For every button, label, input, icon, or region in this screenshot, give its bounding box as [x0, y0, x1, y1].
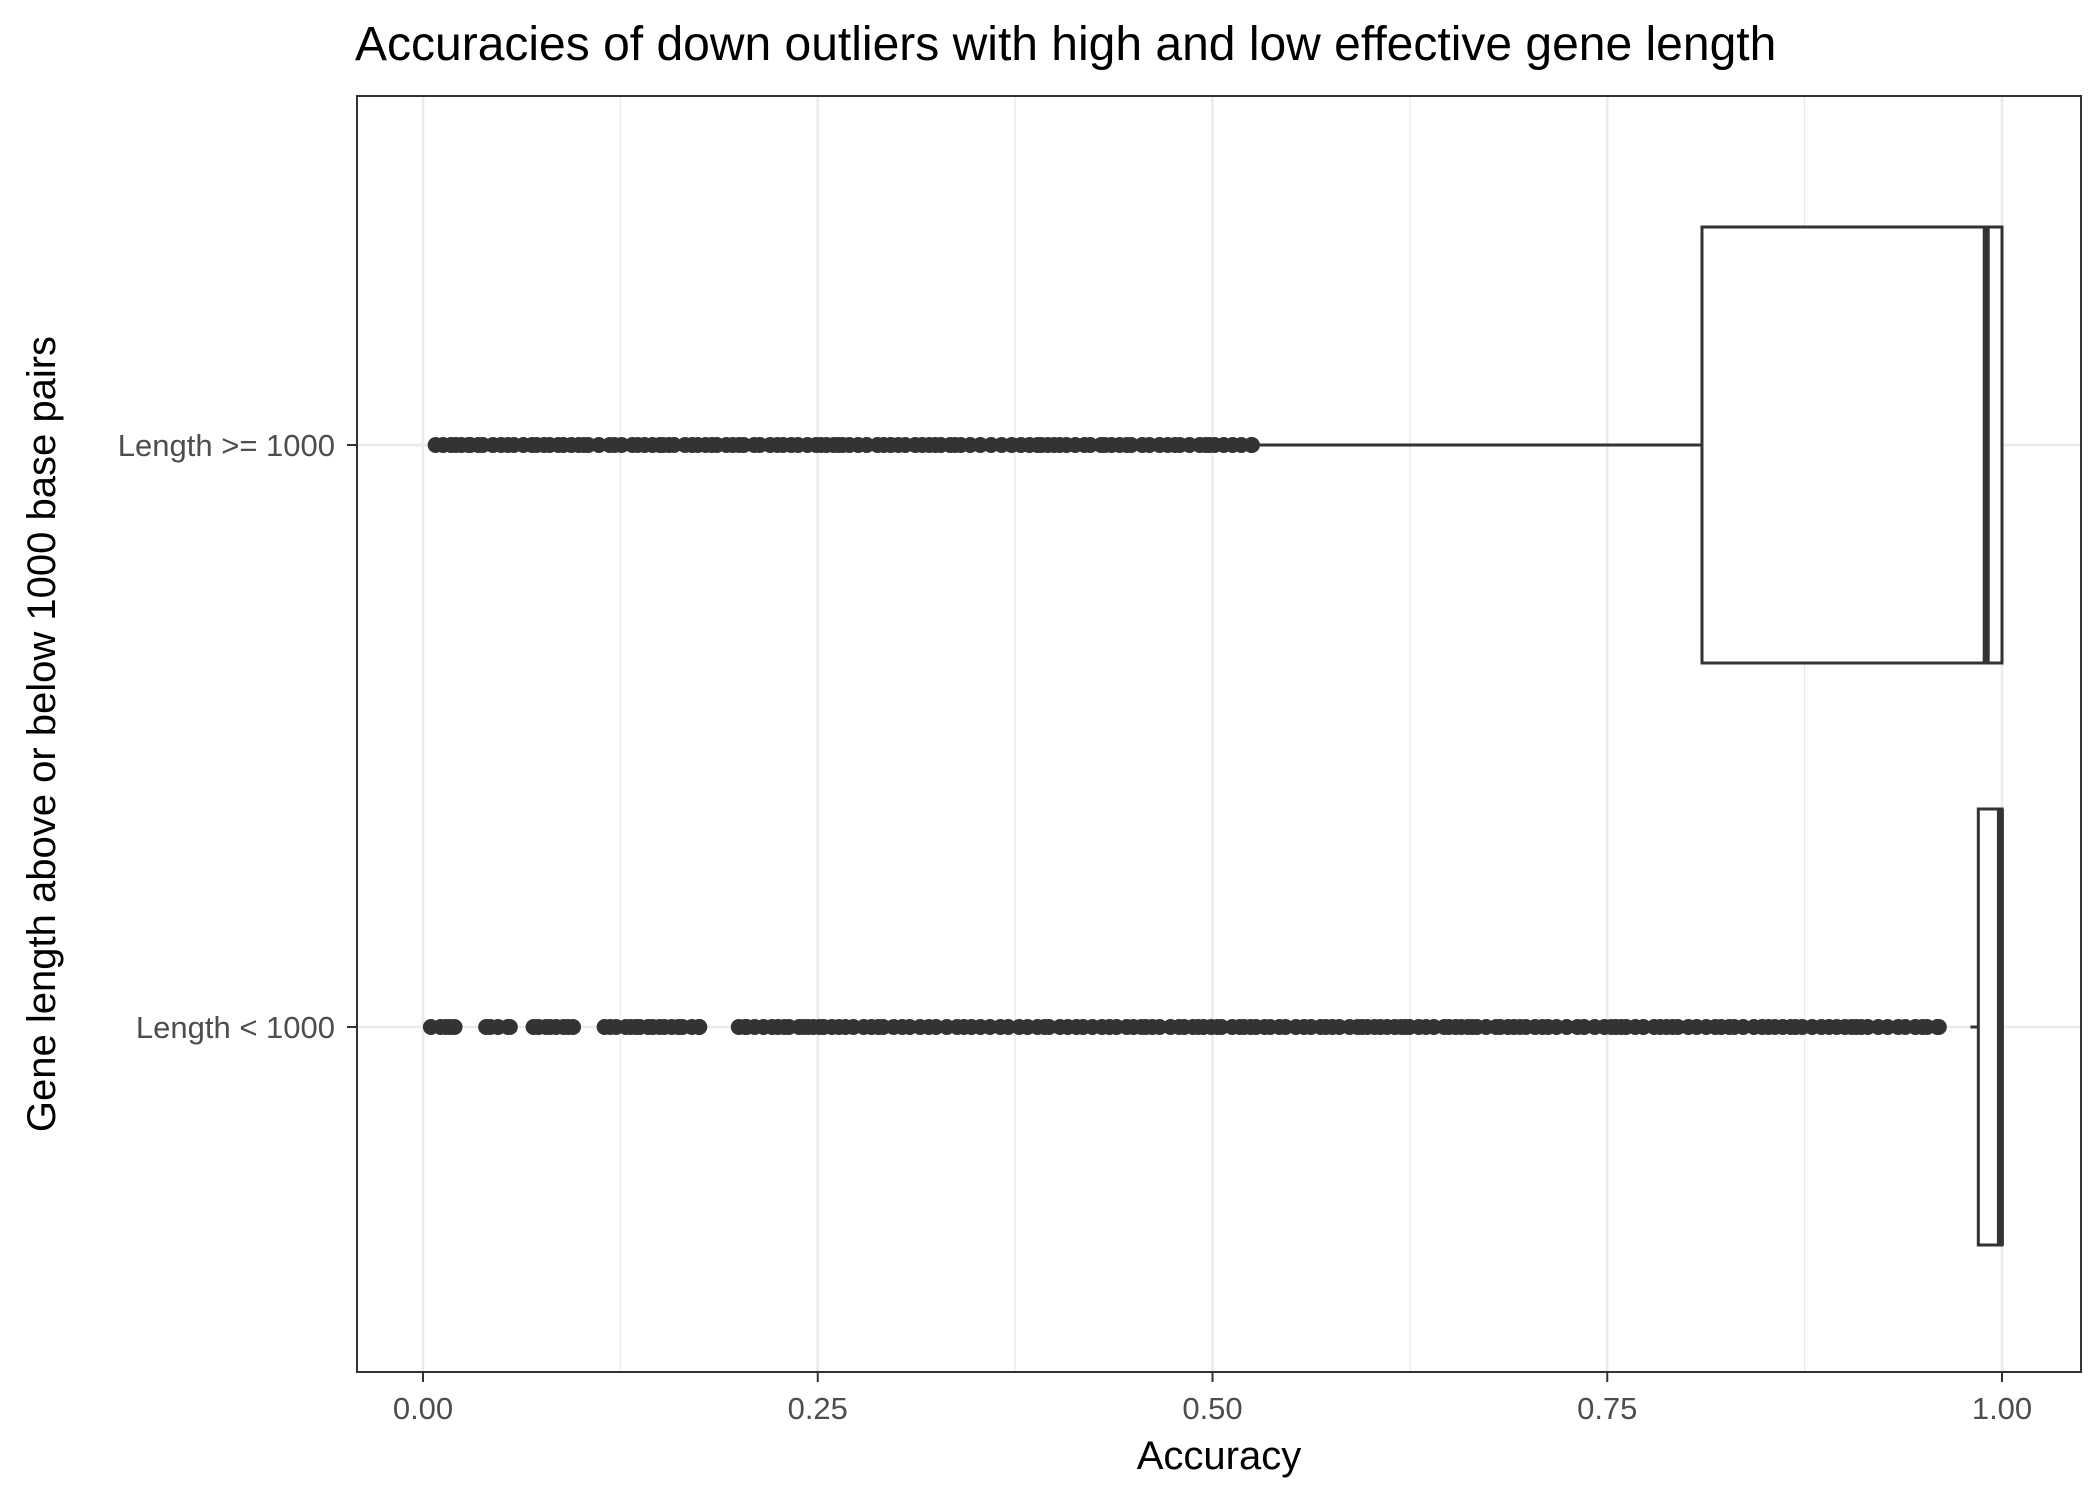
outlier-point [1000, 1019, 1017, 1035]
outlier-point [565, 1019, 582, 1035]
box-group [427, 225, 2004, 665]
outlier-point [1151, 1019, 1168, 1035]
outlier-point [691, 1019, 708, 1035]
outlier-point [1930, 1019, 1947, 1035]
data-layer [422, 225, 2004, 1247]
outlier-point [501, 1019, 518, 1035]
y-axis-title: Gene length above or below 1000 base pai… [20, 336, 64, 1132]
outlier-point [666, 437, 683, 453]
x-axis-title: Accuracy [1137, 1434, 1302, 1478]
y-tick-label: Length >= 1000 [118, 428, 335, 463]
iqr-box [1700, 225, 2004, 665]
x-tick-label: 0.25 [788, 1391, 848, 1426]
panel-border [356, 95, 2082, 1373]
x-axis: 0.00 0.25 0.50 0.75 1.00 [393, 1372, 2032, 1426]
x-tick-label: 0.75 [1577, 1391, 1637, 1426]
y-tick-label: Length < 1000 [136, 1010, 335, 1045]
outlier-point [446, 1019, 463, 1035]
x-tick-label: 0.00 [393, 1391, 453, 1426]
y-axis: Length >= 1000 Length < 1000 [118, 428, 357, 1045]
box-group [422, 807, 2004, 1247]
chart-title: Accuracies of down outliers with high an… [355, 18, 1776, 71]
x-tick-label: 0.50 [1182, 1391, 1242, 1426]
outlier-point [1123, 437, 1140, 453]
x-tick-label: 1.00 [1972, 1391, 2032, 1426]
